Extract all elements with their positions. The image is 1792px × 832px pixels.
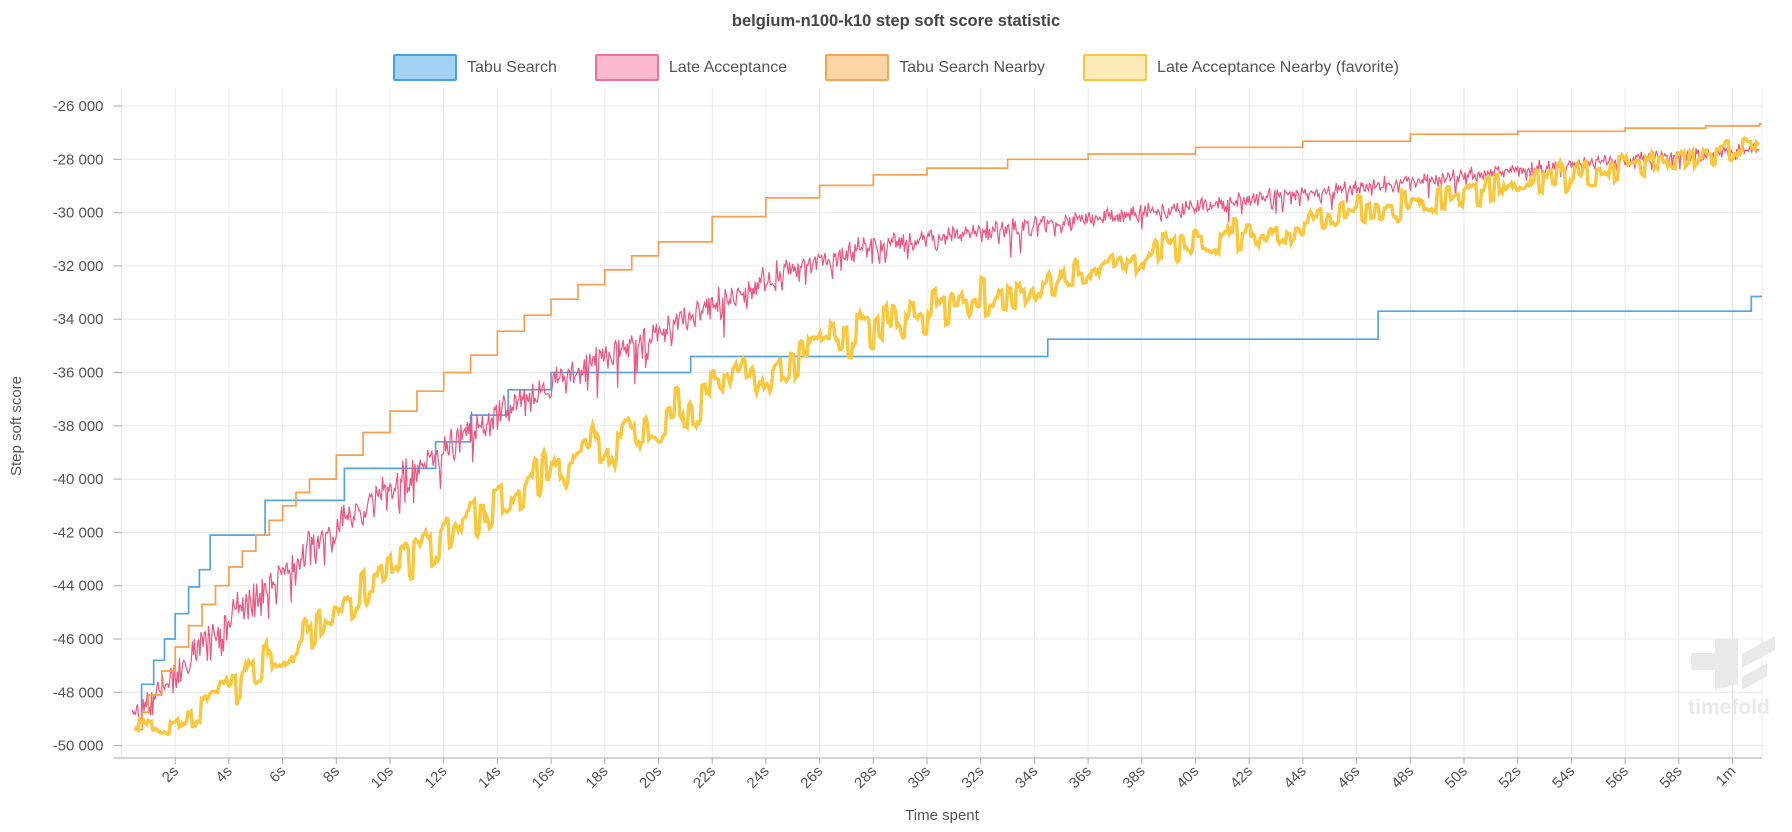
x-tick-label: 1m [1713,763,1740,790]
y-tick-label: -30 000 [53,205,104,222]
x-tick-label: 50s [1442,763,1471,792]
watermark-text: timefold [1688,696,1770,719]
series-tabu-search [137,295,1762,724]
x-tick-label: 18s [583,763,612,792]
x-tick-label: 16s [529,763,558,792]
legend: Tabu Search Late Acceptance Tabu Search … [0,54,1792,81]
x-tick-label: 8s [320,763,343,786]
legend-swatch-tabu-search [393,54,458,81]
x-tick-label: 56s [1603,763,1632,792]
x-tick-label: 52s [1495,763,1524,792]
x-tick-label: 6s [266,763,289,786]
legend-swatch-late-acceptance [594,54,659,81]
legend-item-tabu-search-nearby[interactable]: Tabu Search Nearby [825,54,1045,81]
y-tick-label: -28 000 [53,151,104,168]
legend-item-tabu-search[interactable]: Tabu Search [393,54,557,81]
x-tick-label: 2s [159,763,182,786]
timefold-logo-icon [1691,639,1738,690]
y-tick-label: -42 000 [53,524,104,541]
legend-label-late-acceptance: Late Acceptance [668,58,788,76]
y-tick-label: -40 000 [53,471,104,488]
x-tick-label: 26s [797,763,826,792]
x-tick-label: 54s [1549,763,1578,792]
axes [113,105,1762,764]
y-tick-label: -26 000 [53,98,104,115]
y-tick-label: -44 000 [53,578,104,595]
x-tick-label: 22s [690,763,719,792]
x-tick-label: 14s [475,763,504,792]
x-tick-label: 4s [213,763,236,786]
x-tick-label: 20s [636,763,665,792]
x-tick-label: 32s [958,763,987,792]
series-tabu-search-nearby [136,123,1762,731]
legend-label-tabu-search-nearby: Tabu Search Nearby [899,58,1046,76]
series-late-acceptance [131,142,1760,724]
timefold-logo-stripe-top [1742,636,1775,668]
gridlines [121,88,1763,758]
y-tick-label: -32 000 [53,258,104,275]
x-tick-label: 42s [1227,763,1256,792]
x-tick-label: 58s [1657,763,1686,792]
timefold-logo-stripe-bottom [1742,663,1767,690]
legend-label-tabu-search: Tabu Search [467,58,557,76]
chart-title: belgium-n100-k10 step soft score statist… [731,12,1061,30]
legend-label-late-acceptance-nearby: Late Acceptance Nearby (favorite) [1157,58,1399,76]
x-tick-label: 46s [1334,763,1363,792]
x-axis-title: Time spent [905,807,979,824]
y-tick-label: -34 000 [53,311,104,328]
y-tick-label: -46 000 [53,631,104,648]
x-tick-label: 44s [1281,763,1310,792]
x-tick-label: 38s [1120,763,1149,792]
x-tick-label: 48s [1388,763,1417,792]
legend-swatch-late-acceptance-nearby [1083,54,1148,81]
x-tick-label: 36s [1066,763,1095,792]
y-tick-label: -36 000 [53,365,104,382]
x-tick-label: 12s [421,763,450,792]
x-tick-label: 10s [368,763,397,792]
x-tick-label: 28s [851,763,880,792]
legend-swatch-tabu-search-nearby [825,54,890,81]
legend-item-late-acceptance[interactable]: Late Acceptance [594,54,788,81]
y-axis-title: Step soft score [8,376,25,476]
x-tick-label: 40s [1173,763,1202,792]
series-lines [131,123,1762,737]
x-tick-label: 24s [744,763,773,792]
y-tick-label: -50 000 [53,738,104,755]
y-tick-label: -48 000 [53,684,104,701]
series-late-acceptance-nearby-favorite [133,135,1760,737]
x-tick-label: 30s [905,763,934,792]
legend-item-late-acceptance-nearby[interactable]: Late Acceptance Nearby (favorite) [1083,54,1399,81]
y-tick-label: -38 000 [53,418,104,435]
timefold-watermark: timefold [1688,636,1775,719]
x-tick-label: 34s [1012,763,1041,792]
